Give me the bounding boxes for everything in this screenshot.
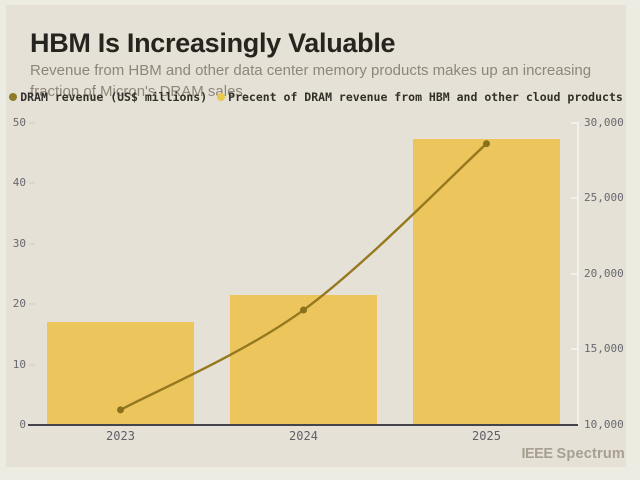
right-axis-tick-label: 25,000: [584, 191, 624, 205]
right-tick-mark: [571, 348, 577, 351]
right-axis-tick-label: 30,000: [584, 115, 624, 129]
left-axis-tick-label: 20: [12, 297, 26, 310]
legend-label: DRAM revenue (US$ millions): [20, 90, 208, 104]
right-tick-mark: [571, 272, 577, 275]
bar-2024: [230, 294, 377, 425]
right-axis-line: [577, 122, 579, 425]
right-axis-tick-label: 20,000: [584, 266, 624, 280]
line-point-2025: [483, 140, 490, 148]
ieee-wordmark: IEEE: [521, 446, 553, 462]
right-axis-tick-label: 10,000: [584, 418, 624, 431]
left-axis-tick-label: 30: [12, 236, 26, 250]
left-tick-mark: [29, 242, 35, 245]
x-axis-line: [28, 424, 578, 426]
chart-legend: DRAM revenue (US$ millions) Precent of D…: [6, 90, 626, 104]
right-tick-mark: [571, 197, 577, 200]
line-point-2024: [300, 306, 307, 314]
legend-item-hbm-percent: Precent of DRAM revenue from HBM and oth…: [217, 90, 623, 104]
ieee-spectrum-logo: IEEE Spectrum: [521, 446, 625, 462]
legend-label: Precent of DRAM revenue from HBM and oth…: [228, 90, 623, 104]
right-tick-mark: [571, 121, 577, 124]
line-point-2023: [117, 406, 124, 414]
bar-2025: [413, 138, 560, 425]
x-axis-category-label: 2024: [289, 429, 318, 443]
left-tick-mark: [29, 303, 35, 305]
spectrum-wordmark: Spectrum: [556, 446, 625, 462]
left-axis-tick-label: 40: [12, 176, 26, 189]
legend-item-dram-revenue: DRAM revenue (US$ millions): [9, 90, 207, 104]
chart-subtitle: Revenue from HBM and other data center m…: [30, 62, 592, 101]
left-tick-mark: [29, 121, 35, 124]
left-axis-tick-label: 10: [12, 357, 26, 371]
chart-title: HBM Is Increasingly Valuable: [30, 28, 396, 59]
legend-dot-icon: [9, 93, 18, 101]
x-axis-category-label: 2023: [106, 429, 135, 443]
right-axis-tick-label: 15,000: [584, 342, 624, 356]
legend-dot-icon: [217, 93, 226, 101]
left-axis-tick-label: 0: [19, 418, 26, 431]
left-tick-mark: [29, 182, 35, 184]
x-axis-category-label: 2025: [472, 429, 501, 443]
left-axis-tick-label: 50: [12, 115, 26, 129]
revenue-line: [119, 142, 488, 411]
left-tick-mark: [29, 363, 35, 366]
